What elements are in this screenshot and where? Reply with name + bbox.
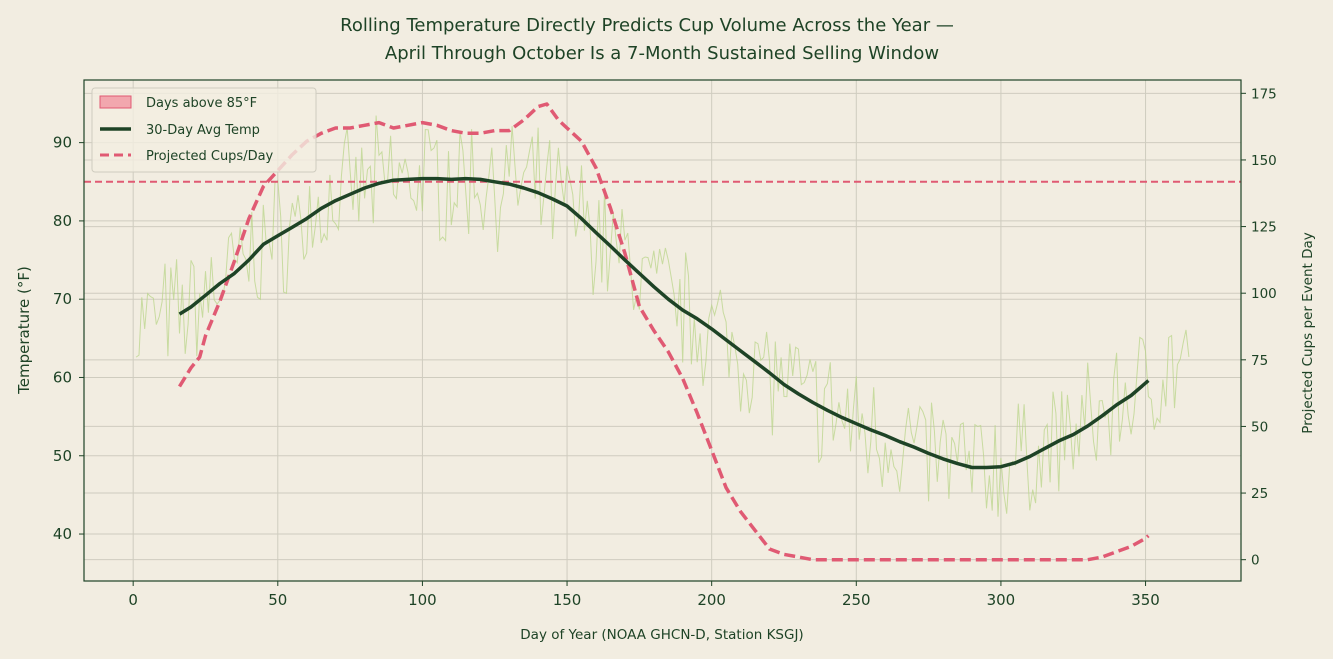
legend-label-cups: Projected Cups/Day bbox=[146, 149, 274, 164]
y-tick-label-left: 50 bbox=[53, 447, 72, 465]
chart-title-line2: April Through October Is a 7-Month Susta… bbox=[385, 43, 939, 64]
y-tick-label-right: 75 bbox=[1251, 353, 1268, 369]
x-tick-label: 100 bbox=[408, 591, 437, 609]
plot-frame bbox=[83, 79, 1242, 582]
y-tick-label-right: 175 bbox=[1251, 86, 1277, 102]
legend-box bbox=[91, 87, 317, 173]
legend: Days above 85°F 30-Day Avg Temp Projecte… bbox=[91, 87, 317, 173]
x-tick-label: 250 bbox=[842, 591, 871, 609]
legend-label-avg-temp: 30-Day Avg Temp bbox=[146, 123, 260, 138]
x-tick-label: 300 bbox=[987, 591, 1016, 609]
y-tick-label-right: 100 bbox=[1251, 286, 1277, 302]
series-line-avg-temp bbox=[178, 176, 1150, 470]
y-axis-right-label: Projected Cups per Event Day bbox=[1300, 232, 1316, 434]
y-tick-label-left: 40 bbox=[53, 525, 72, 543]
x-tick-label: 200 bbox=[697, 591, 726, 609]
series-line-projected-cups bbox=[178, 102, 1150, 562]
y-tick-label-left: 60 bbox=[53, 368, 72, 386]
x-tick-label: 50 bbox=[268, 591, 287, 609]
y-tick-label-right: 150 bbox=[1251, 153, 1277, 169]
legend-label-threshold: Days above 85°F bbox=[146, 96, 257, 111]
y-tick-label-right: 25 bbox=[1251, 486, 1268, 502]
grid bbox=[84, 80, 1241, 581]
legend-swatch-patch bbox=[99, 95, 132, 109]
y-tick-label-left: 70 bbox=[53, 290, 72, 308]
x-tick-label: 0 bbox=[128, 591, 138, 609]
x-axis-label: Day of Year (NOAA GHCN-D, Station KSGJ) bbox=[520, 627, 803, 643]
y-axis-left-label: Temperature (°F) bbox=[15, 266, 33, 395]
y-tick-label-right: 50 bbox=[1251, 419, 1268, 435]
series bbox=[178, 102, 1150, 562]
axes: 0 50 100 150 200 250 300 350 40 50 60 70 80 90 0 25 50 75… bbox=[53, 79, 1277, 609]
y-tick-label-right: 0 bbox=[1251, 553, 1260, 569]
y-tick-label-right: 125 bbox=[1251, 220, 1277, 236]
x-tick-label: 350 bbox=[1131, 591, 1160, 609]
y-tick-label-left: 90 bbox=[53, 134, 72, 152]
y-tick-label-left: 80 bbox=[53, 212, 72, 230]
chart-title-line1: Rolling Temperature Directly Predicts Cu… bbox=[340, 15, 954, 36]
x-tick-label: 150 bbox=[553, 591, 582, 609]
